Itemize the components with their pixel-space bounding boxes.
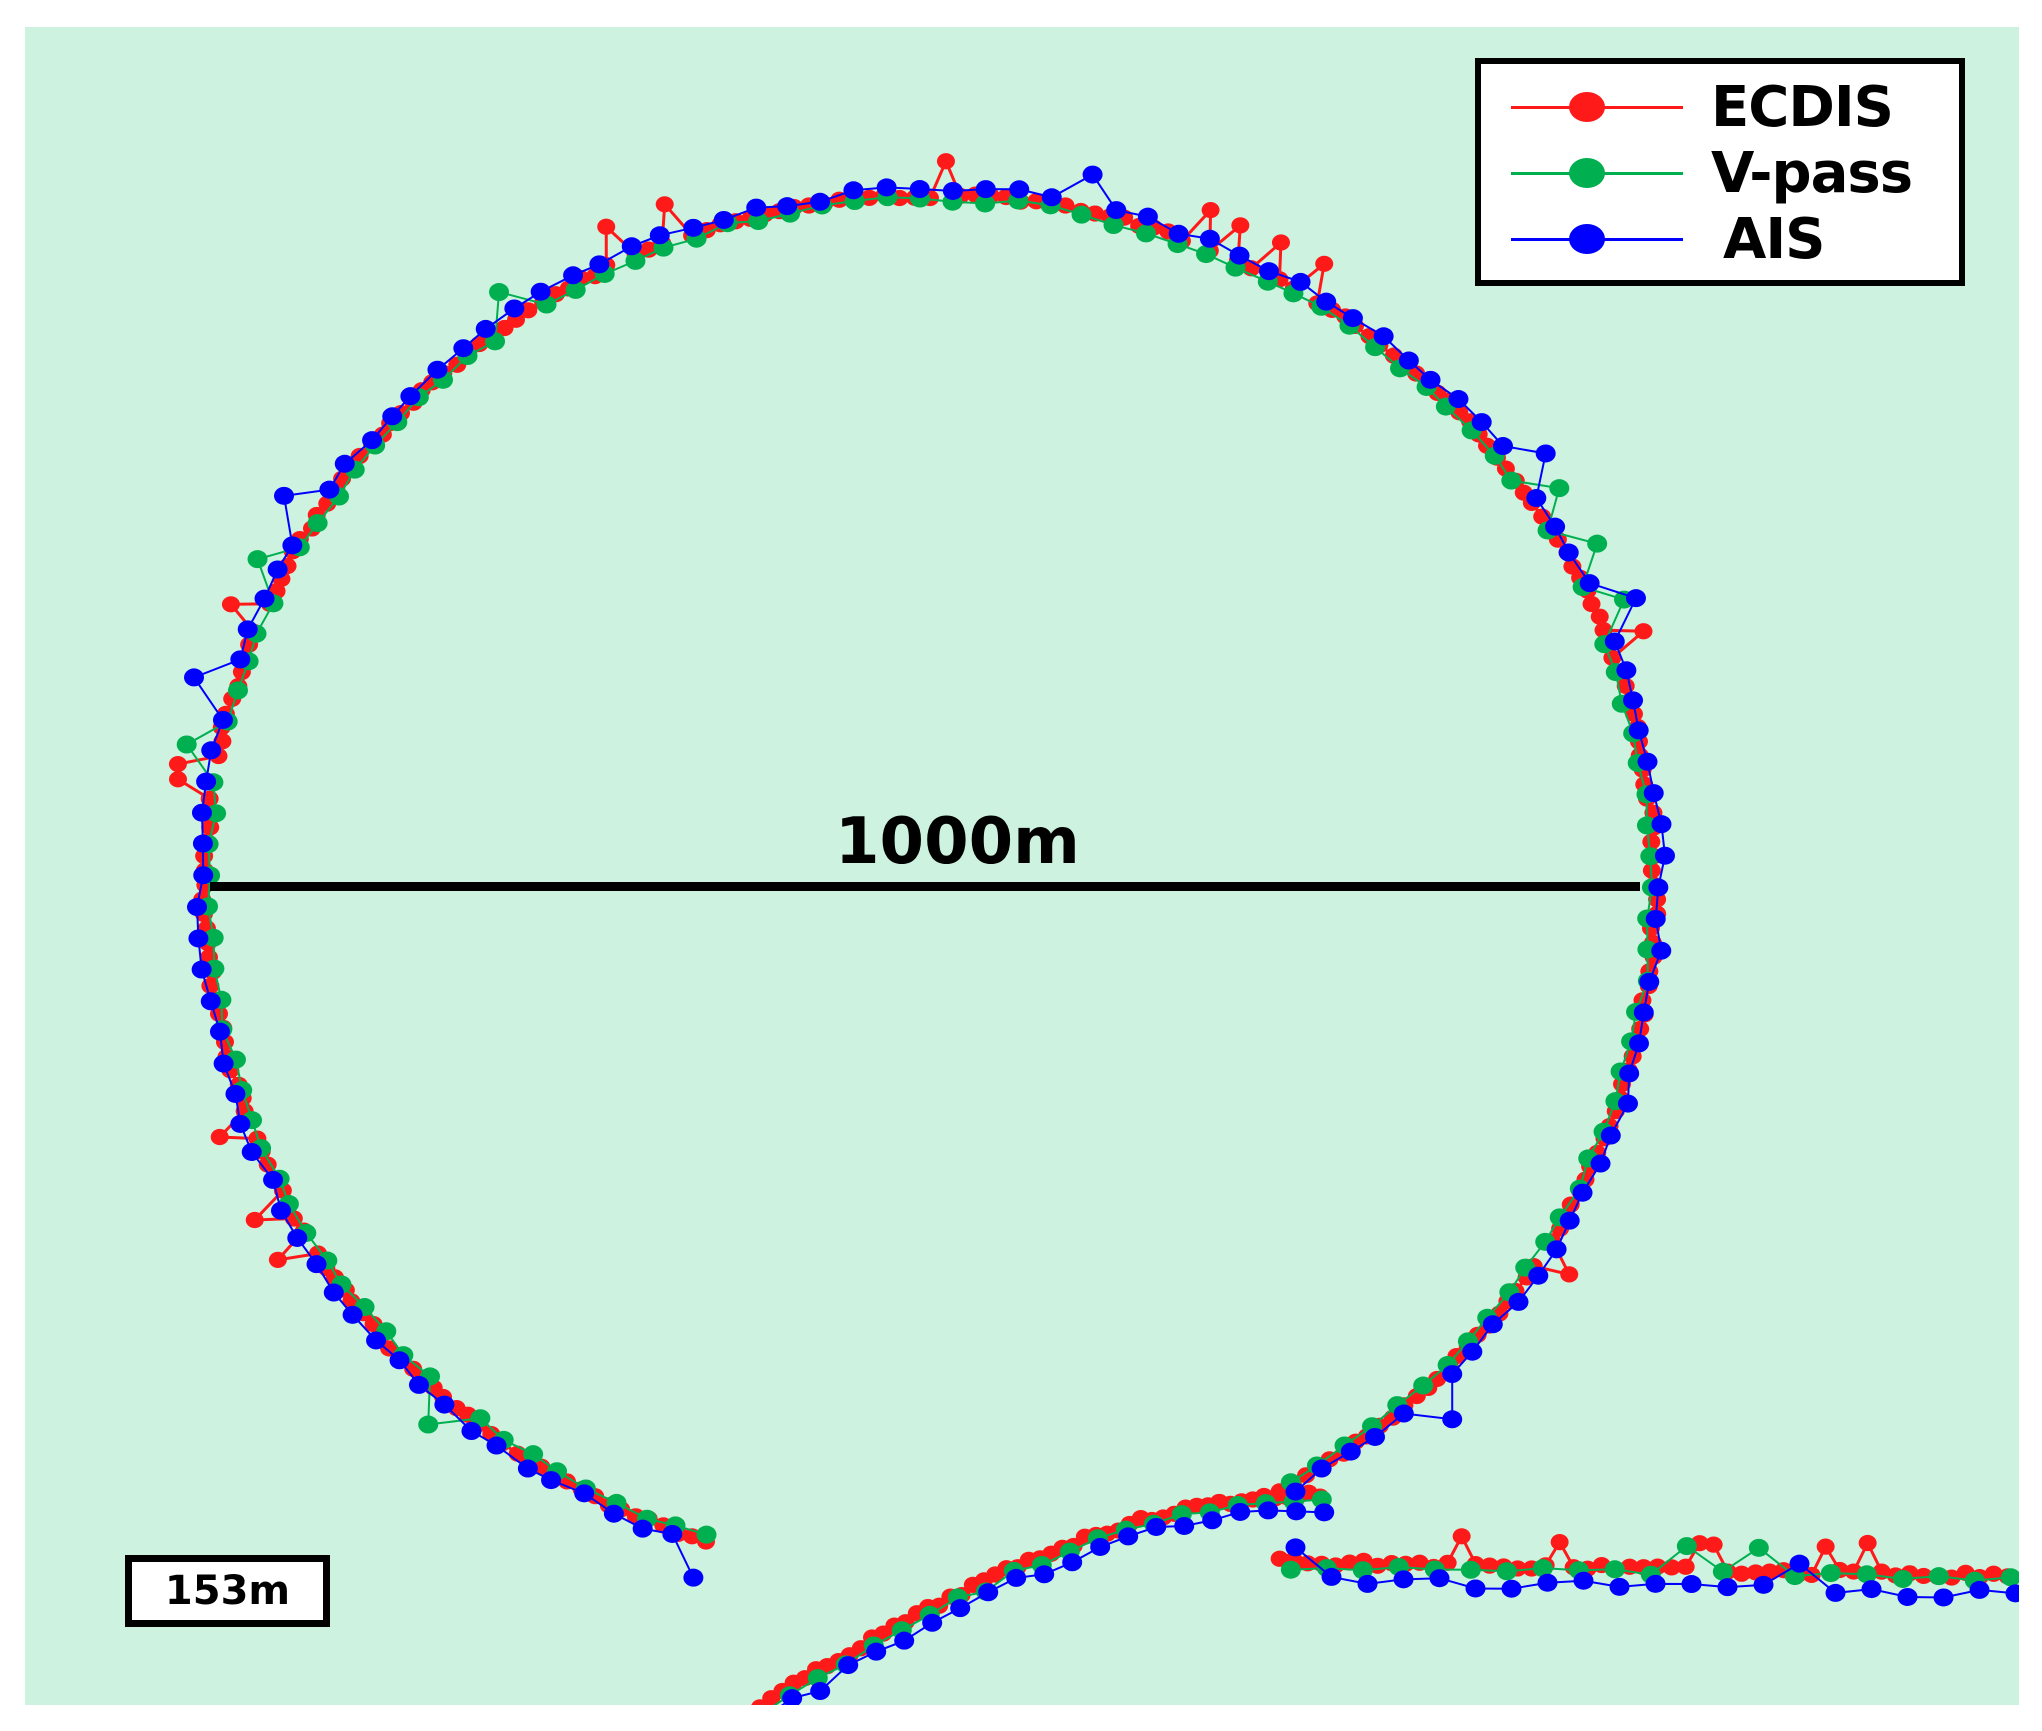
diameter-label: 1000m	[835, 805, 1080, 879]
legend-marker-vpass	[1569, 158, 1605, 188]
legend-marker-ecdis	[1569, 92, 1605, 122]
map-canvas: 1000m ECDIS V-pass AIS 153m	[25, 27, 2019, 1705]
legend-item-ecdis: ECDIS	[1511, 78, 1951, 138]
legend-item-ais: AIS	[1511, 210, 1951, 270]
legend-label-ecdis: ECDIS	[1711, 75, 1894, 140]
scale-box: 153m	[125, 1555, 330, 1627]
legend-label-vpass: V-pass	[1711, 141, 1913, 206]
legend: ECDIS V-pass AIS	[1475, 58, 1965, 286]
legend-label-ais: AIS	[1723, 207, 1826, 272]
diameter-line	[210, 882, 1640, 891]
tracks-layer	[168, 153, 2019, 1705]
legend-marker-ais	[1569, 224, 1605, 254]
legend-item-vpass: V-pass	[1511, 144, 1951, 204]
